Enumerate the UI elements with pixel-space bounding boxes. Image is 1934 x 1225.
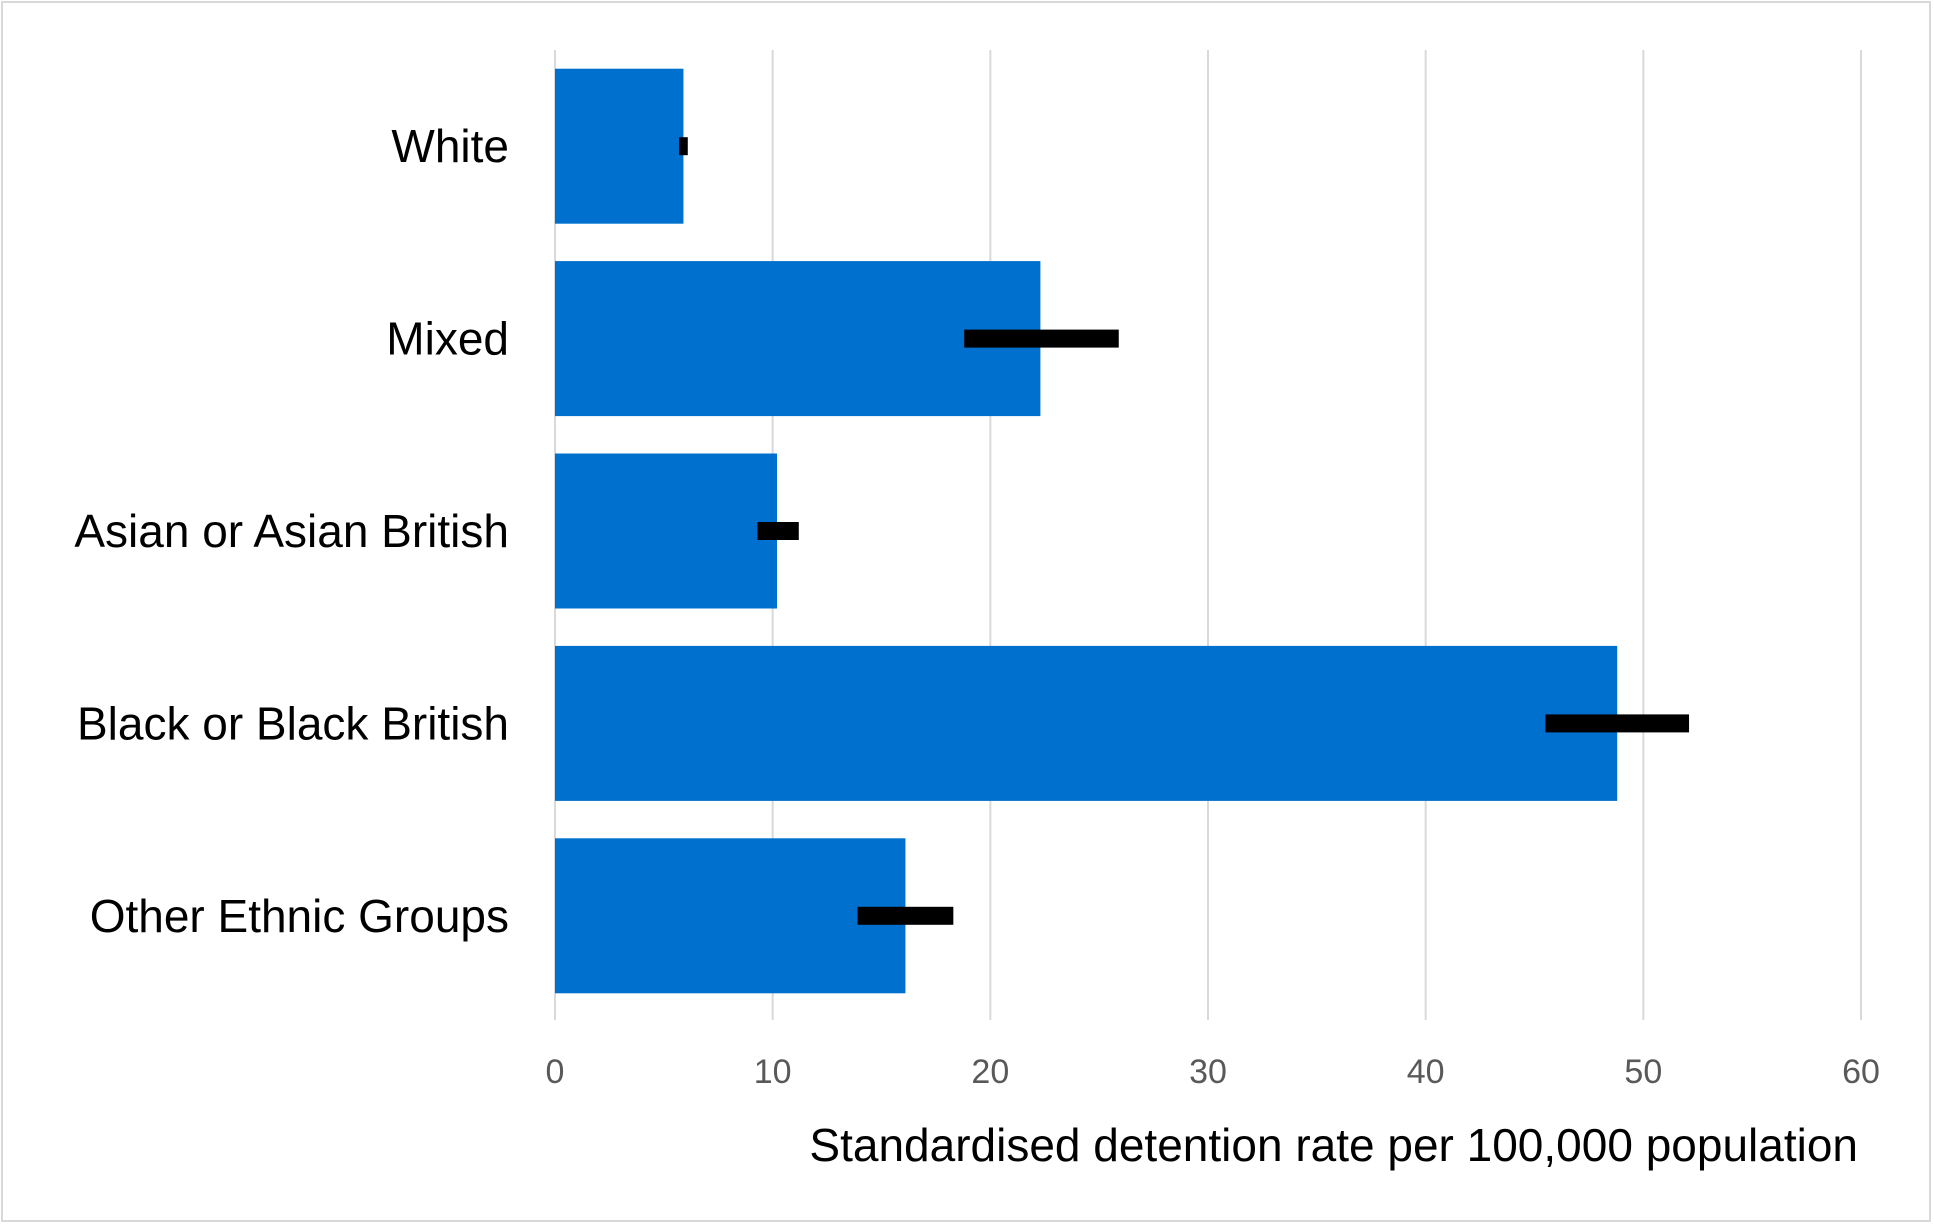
category-labels: White Mixed Asian or Asian British Black or… bbox=[74, 120, 509, 942]
x-tick-label: 40 bbox=[1407, 1053, 1445, 1091]
x-tick-label: 10 bbox=[754, 1053, 792, 1091]
category-label: White bbox=[391, 120, 509, 172]
error-bar bbox=[679, 137, 688, 156]
bar bbox=[555, 645, 1618, 801]
x-tick-label: 0 bbox=[546, 1053, 565, 1091]
bars bbox=[555, 68, 1618, 994]
error-bar bbox=[757, 522, 799, 540]
category-label: Other Ethnic Groups bbox=[90, 890, 509, 942]
error-bar bbox=[857, 906, 954, 925]
x-tick-label: 20 bbox=[971, 1053, 1009, 1091]
x-axis-title: Standardised detention rate per 100,000 … bbox=[809, 1119, 1858, 1171]
x-tick-labels: 0 10 20 30 40 50 60 bbox=[546, 1053, 1880, 1091]
bar bbox=[555, 453, 778, 609]
bar bbox=[555, 261, 1041, 417]
bar bbox=[555, 838, 906, 994]
x-tick-label: 50 bbox=[1624, 1053, 1662, 1091]
x-tick-label: 60 bbox=[1842, 1053, 1880, 1091]
error-bars bbox=[679, 137, 1690, 925]
category-label: Black or Black British bbox=[77, 697, 509, 749]
category-label: Asian or Asian British bbox=[74, 505, 509, 557]
bar bbox=[555, 68, 684, 224]
x-tick-label: 30 bbox=[1189, 1053, 1227, 1091]
error-bar bbox=[964, 329, 1119, 348]
category-label: Mixed bbox=[386, 313, 509, 365]
error-bar bbox=[1545, 714, 1690, 733]
